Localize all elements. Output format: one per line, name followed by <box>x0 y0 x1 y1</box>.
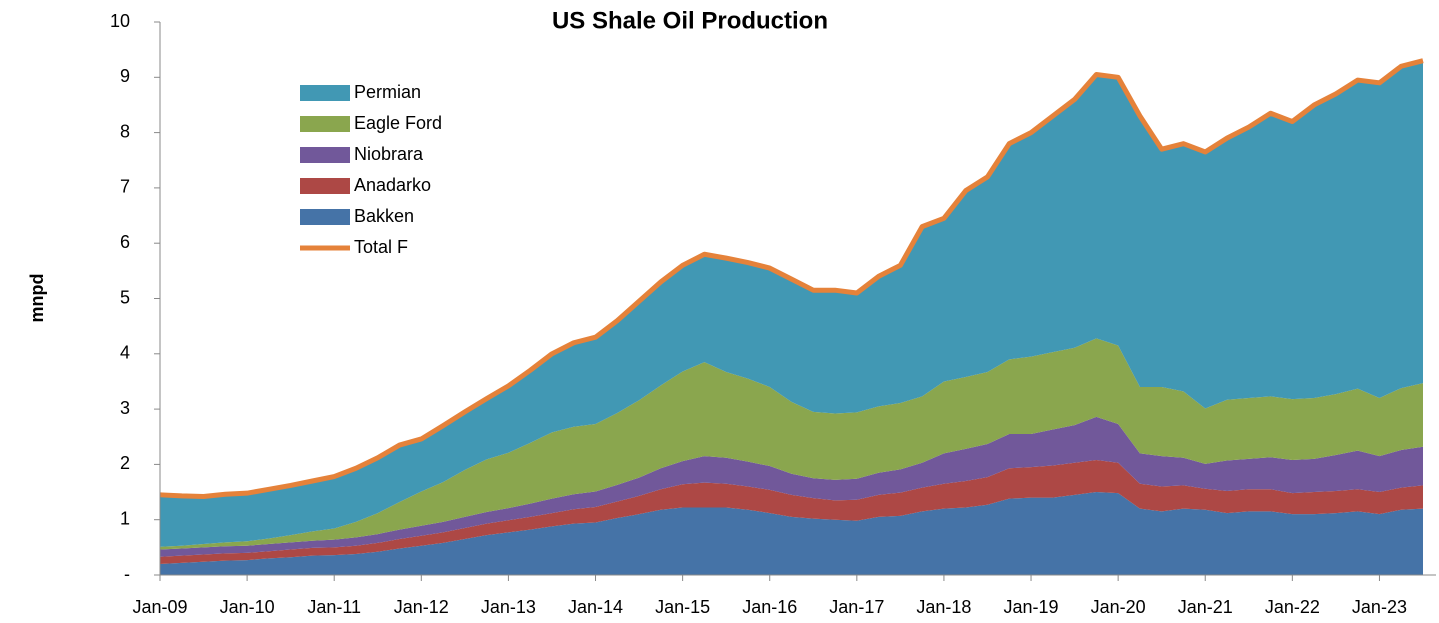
legend-swatch <box>300 147 350 163</box>
axes: - 1 2 3 4 5 6 7 8 9 10 Jan-09 Jan-10 Jan-11 Jan-12 Jan-… <box>110 11 1436 617</box>
legend-label: Anadarko <box>354 175 431 195</box>
y-tick-label: 9 <box>120 66 130 86</box>
legend-label: Total F <box>354 237 408 257</box>
total-line <box>159 58 1424 499</box>
x-tick-label: Jan-15 <box>655 597 710 617</box>
x-tick-label: Jan-10 <box>220 597 275 617</box>
area <box>160 60 1423 547</box>
x-tick-label: Jan-20 <box>1091 597 1146 617</box>
legend-label: Bakken <box>354 206 414 226</box>
legend: Permian Eagle Ford Niobrara Anadarko Bakken T… <box>300 82 442 257</box>
x-tick-label: Jan-13 <box>481 597 536 617</box>
plot-area <box>159 58 1424 575</box>
legend-swatch <box>300 209 350 225</box>
y-tick-label: 1 <box>120 508 130 528</box>
x-tick-label: Jan-18 <box>916 597 971 617</box>
y-axis-label: mnpd <box>27 274 47 323</box>
legend-swatch <box>300 85 350 101</box>
area <box>160 338 1423 550</box>
y-tick-label: - <box>124 564 130 584</box>
y-tick-label: 7 <box>120 177 130 197</box>
y-tick-label: 4 <box>120 343 130 363</box>
x-tick-label: Jan-12 <box>394 597 449 617</box>
x-tick-label: Jan-16 <box>742 597 797 617</box>
x-tick-label: Jan-19 <box>1004 597 1059 617</box>
x-tick-label: Jan-09 <box>132 597 187 617</box>
area <box>160 459 1423 564</box>
x-tick-label: Jan-14 <box>568 597 623 617</box>
y-tick-label: 5 <box>120 287 130 307</box>
x-tick-label: Jan-11 <box>307 597 361 617</box>
x-tick-label: Jan-22 <box>1265 597 1320 617</box>
legend-label: Permian <box>354 82 421 102</box>
x-tick-label: Jan-23 <box>1352 597 1407 617</box>
legend-swatch <box>300 116 350 132</box>
y-tick-label: 10 <box>110 11 130 31</box>
chart-title: US Shale Oil Production <box>552 7 828 34</box>
x-tick-label: Jan-21 <box>1178 597 1233 617</box>
y-tick-label: 8 <box>120 121 130 141</box>
y-tick-label: 2 <box>120 453 130 473</box>
legend-label: Niobrara <box>354 144 424 164</box>
area <box>160 492 1423 575</box>
y-tick-label: 3 <box>120 398 130 418</box>
legend-label: Eagle Ford <box>354 113 442 133</box>
area <box>160 416 1423 557</box>
x-tick-label: Jan-17 <box>829 597 884 617</box>
legend-swatch <box>300 178 350 194</box>
y-tick-label: 6 <box>120 232 130 252</box>
